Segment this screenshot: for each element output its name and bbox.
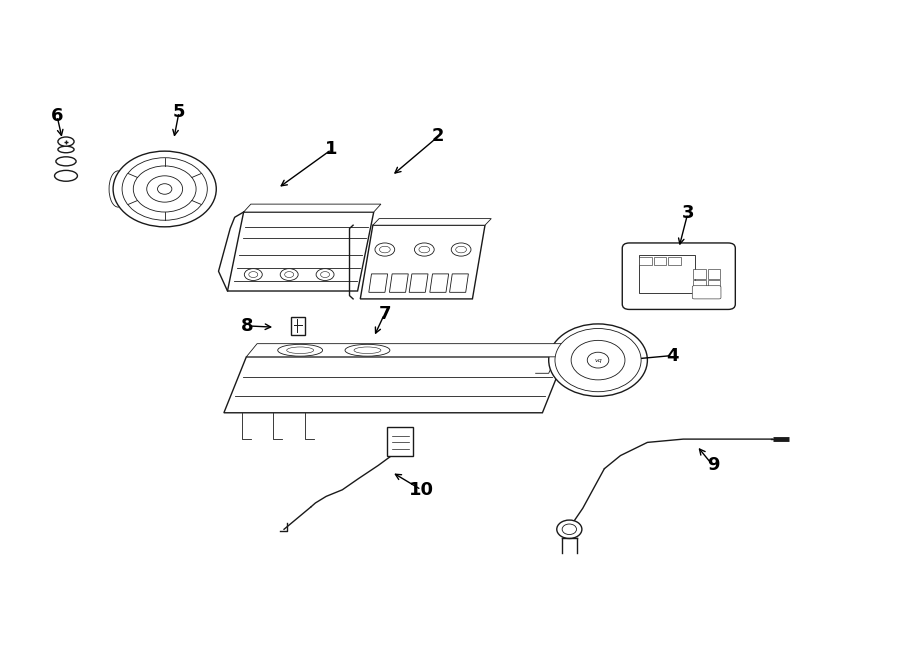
Polygon shape: [360, 225, 485, 299]
Ellipse shape: [280, 268, 298, 280]
Ellipse shape: [455, 247, 466, 253]
Ellipse shape: [133, 166, 196, 212]
Polygon shape: [430, 274, 449, 292]
Ellipse shape: [287, 347, 313, 354]
Ellipse shape: [244, 268, 262, 280]
FancyBboxPatch shape: [292, 317, 304, 335]
Circle shape: [555, 329, 641, 392]
Ellipse shape: [122, 158, 207, 220]
Polygon shape: [373, 219, 491, 225]
FancyBboxPatch shape: [693, 268, 706, 278]
Ellipse shape: [56, 157, 76, 166]
Ellipse shape: [380, 247, 391, 253]
Ellipse shape: [109, 171, 127, 207]
Ellipse shape: [284, 272, 293, 278]
Polygon shape: [247, 344, 576, 357]
Text: 3: 3: [681, 204, 694, 222]
Circle shape: [158, 184, 172, 194]
Ellipse shape: [414, 243, 434, 256]
Text: 4: 4: [666, 346, 679, 364]
Ellipse shape: [345, 344, 390, 356]
Text: 10: 10: [409, 481, 434, 499]
Ellipse shape: [248, 272, 257, 278]
FancyBboxPatch shape: [668, 257, 680, 265]
Circle shape: [562, 524, 577, 535]
Polygon shape: [244, 204, 381, 212]
Ellipse shape: [375, 243, 395, 256]
Polygon shape: [369, 274, 388, 292]
FancyBboxPatch shape: [653, 257, 666, 265]
FancyBboxPatch shape: [692, 286, 721, 299]
FancyBboxPatch shape: [707, 268, 720, 278]
Polygon shape: [450, 274, 468, 292]
Circle shape: [549, 324, 647, 397]
Ellipse shape: [55, 171, 77, 181]
Ellipse shape: [113, 151, 216, 227]
Polygon shape: [410, 274, 428, 292]
Ellipse shape: [316, 268, 334, 280]
Circle shape: [572, 340, 625, 380]
Text: 6: 6: [50, 107, 63, 125]
FancyBboxPatch shape: [639, 255, 696, 293]
Circle shape: [147, 176, 183, 202]
Text: 1: 1: [325, 141, 338, 159]
FancyBboxPatch shape: [622, 243, 735, 309]
Text: 5: 5: [173, 103, 185, 121]
Text: vq: vq: [594, 358, 602, 363]
Ellipse shape: [58, 137, 74, 146]
Ellipse shape: [58, 146, 74, 153]
FancyBboxPatch shape: [693, 280, 706, 290]
FancyBboxPatch shape: [387, 426, 413, 455]
Polygon shape: [228, 212, 374, 291]
Ellipse shape: [320, 272, 329, 278]
Polygon shape: [224, 357, 565, 412]
Circle shape: [557, 520, 582, 539]
Text: 2: 2: [432, 128, 445, 145]
FancyBboxPatch shape: [707, 280, 720, 290]
Polygon shape: [390, 274, 409, 292]
Text: 9: 9: [706, 457, 719, 475]
Text: 7: 7: [378, 305, 391, 323]
Ellipse shape: [278, 344, 322, 356]
Ellipse shape: [354, 347, 381, 354]
Ellipse shape: [418, 247, 429, 253]
Ellipse shape: [451, 243, 471, 256]
Text: 8: 8: [241, 317, 254, 335]
FancyBboxPatch shape: [639, 257, 652, 265]
Circle shape: [588, 352, 608, 368]
